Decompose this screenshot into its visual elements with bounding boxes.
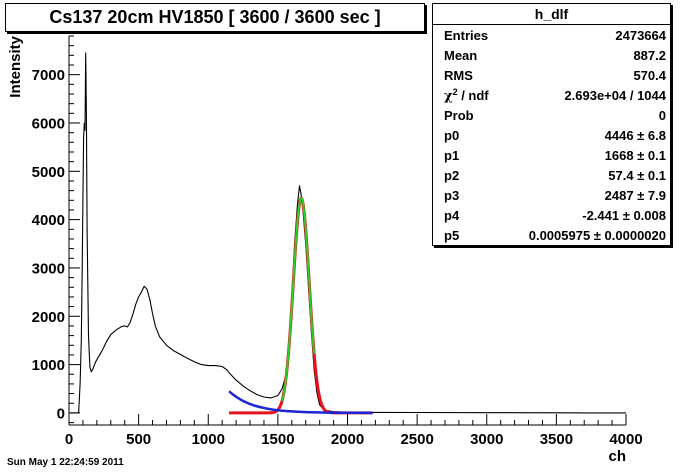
stats-row: p2 57.4 ± 0.1 — [433, 166, 670, 186]
stats-key: Mean — [444, 47, 478, 63]
stats-value: 2473664 — [615, 27, 666, 43]
chart-title: Cs137 20cm HV1850 [ 3600 / 3600 sec ] — [49, 7, 381, 27]
stats-row: χ2 / ndf 2.693e+04 / 1044 — [433, 85, 670, 105]
stats-value: 2487 ± 7.9 — [604, 188, 666, 204]
stats-row: Mean 887.2 — [433, 45, 670, 65]
y-axis-label: Intensity — [7, 35, 24, 97]
stats-key: Entries — [444, 27, 489, 43]
stats-key: p1 — [444, 148, 460, 164]
stats-value: 2.693e+04 / 1044 — [564, 87, 666, 103]
y-tick-label: 2000 — [32, 309, 65, 326]
stats-rows: Entries 2473664 Mean 887.2 RMS 570.4 χ2 / ndf 2… — [433, 25, 670, 246]
stats-value: 0.0005975 ± 0.0000020 — [528, 228, 666, 244]
stats-row: Entries 2473664 — [433, 25, 670, 45]
stats-row: p1 1668 ± 0.1 — [433, 146, 670, 166]
footer-timestamp: Sun May 1 22:24:59 2011 — [7, 457, 124, 468]
y-tick-label: 6000 — [32, 115, 65, 132]
stats-value: -2.441 ± 0.008 — [582, 208, 666, 224]
data-series — [69, 52, 626, 415]
fit-gauss-series — [281, 197, 316, 402]
stats-key: p0 — [444, 128, 460, 144]
stats-row: Prob 0 — [433, 105, 670, 125]
x-axis-label: ch — [608, 448, 626, 465]
stats-row: p0 4446 ± 6.8 — [433, 125, 670, 145]
stats-title: h_dlf — [433, 4, 670, 25]
stats-row: RMS 570.4 — [433, 65, 670, 85]
x-tick-label: 3500 — [540, 431, 573, 448]
y-tick-label: 5000 — [32, 164, 65, 181]
x-tick-label: 1500 — [261, 431, 294, 448]
stats-value: 57.4 ± 0.1 — [608, 168, 666, 184]
y-tick-label: 1000 — [32, 357, 65, 374]
y-tick-label: 4000 — [32, 212, 65, 229]
x-tick-label: 0 — [65, 431, 73, 448]
y-tick-label: 3000 — [32, 260, 65, 277]
fit-background-series — [228, 390, 373, 415]
stats-key: p3 — [444, 188, 460, 204]
x-tick-label: 2500 — [400, 431, 433, 448]
stats-row: p4 -2.441 ± 0.008 — [433, 206, 670, 226]
stats-box: h_dlf Entries 2473664 Mean 887.2 RMS 570.4 χ2 … — [432, 3, 671, 246]
chi-symbol: χ — [444, 88, 453, 104]
x-tick-label: 1000 — [192, 431, 225, 448]
stats-value: 570.4 — [633, 67, 666, 83]
stats-row: p3 2487 ± 7.9 — [433, 186, 670, 206]
chi-key-rest: / ndf — [457, 87, 489, 103]
x-tick-label: 500 — [126, 431, 151, 448]
stats-value: 4446 ± 6.8 — [604, 128, 666, 144]
stats-value: 887.2 — [633, 47, 666, 63]
tick-labels: 0 500 1000 1500 2000 2500 3000 3500 4000 0 1000 200… — [32, 67, 643, 448]
stats-key: Prob — [444, 107, 474, 123]
stats-row: p5 0.0005975 ± 0.0000020 — [433, 226, 670, 246]
stats-key: p2 — [444, 168, 460, 184]
y-tick-label: 0 — [57, 405, 65, 422]
stats-value: 1668 ± 0.1 — [604, 148, 666, 164]
stats-key: p4 — [444, 208, 460, 224]
stats-key: RMS — [444, 67, 473, 83]
y-tick-label: 7000 — [32, 67, 65, 84]
stats-key: p5 — [444, 228, 460, 244]
stats-value: 0 — [658, 107, 666, 123]
x-tick-label: 3000 — [470, 431, 503, 448]
chart-title-box: Cs137 20cm HV1850 [ 3600 / 3600 sec ] — [5, 3, 425, 32]
stats-key: χ2 / ndf — [444, 87, 489, 104]
axis-ticks — [68, 35, 627, 425]
fit-total-series — [228, 196, 374, 415]
x-tick-label: 2000 — [331, 431, 364, 448]
chi-superscript: 2 — [452, 86, 458, 97]
x-tick-label: 4000 — [609, 431, 642, 448]
